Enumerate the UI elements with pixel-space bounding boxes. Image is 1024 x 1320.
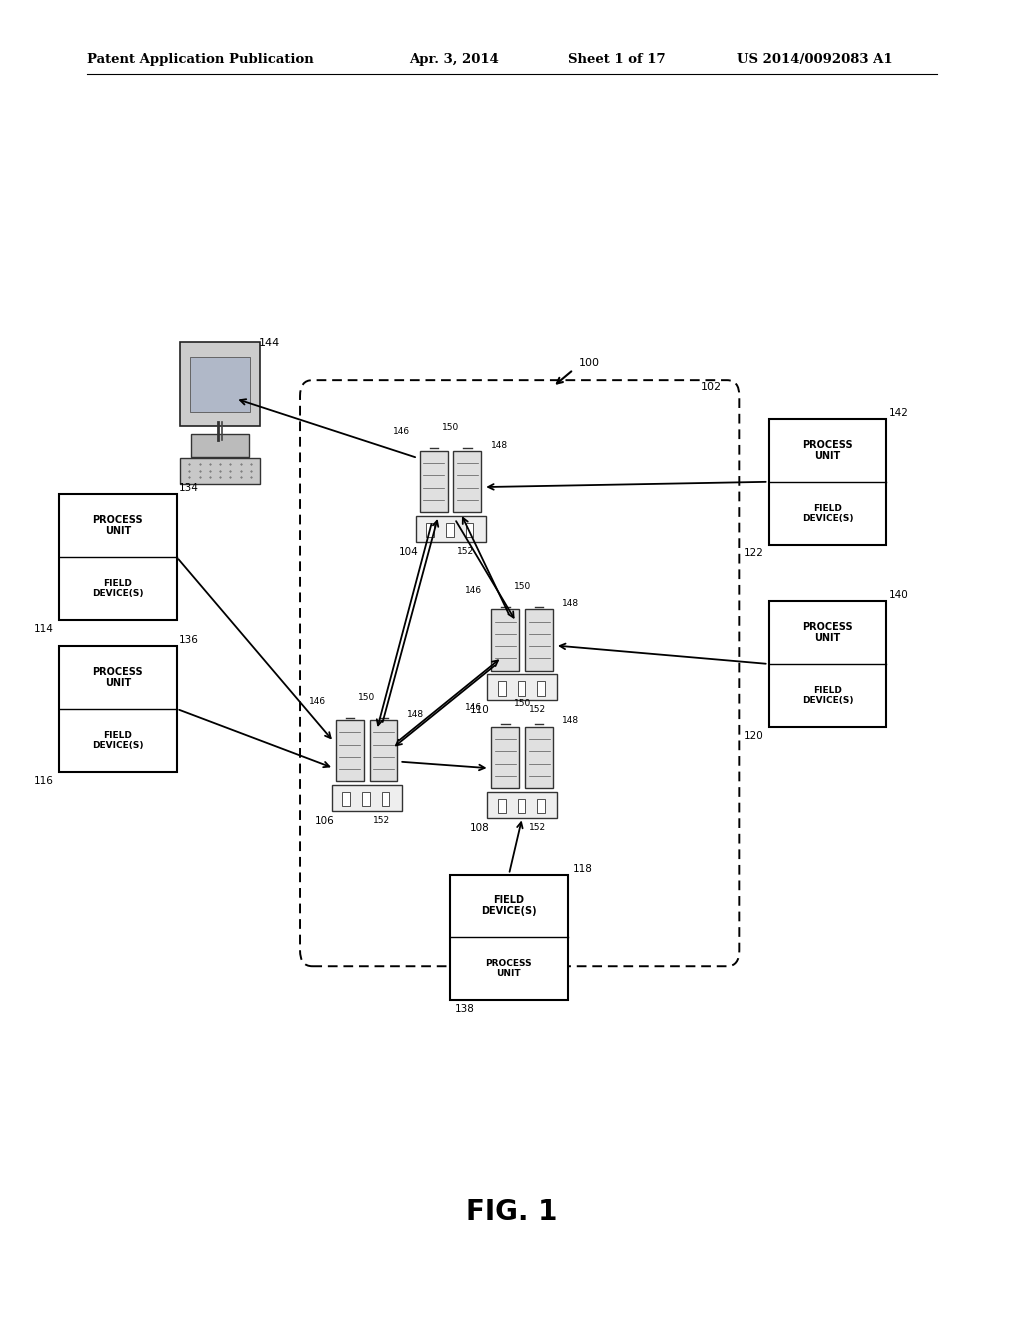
Text: FIELD
DEVICE(S): FIELD DEVICE(S) — [802, 504, 853, 523]
Bar — [370, 721, 397, 781]
Text: 144: 144 — [259, 338, 281, 348]
Text: FIELD
DEVICE(S): FIELD DEVICE(S) — [481, 895, 537, 916]
Text: 116: 116 — [34, 776, 54, 785]
Text: 148: 148 — [407, 710, 424, 719]
Text: 146: 146 — [393, 428, 411, 437]
Bar — [59, 495, 177, 620]
FancyBboxPatch shape — [191, 434, 249, 457]
Text: FIELD
DEVICE(S): FIELD DEVICE(S) — [92, 579, 143, 598]
Text: 146: 146 — [309, 697, 327, 706]
Bar — [487, 675, 557, 700]
Bar — [382, 792, 389, 807]
Bar — [59, 645, 177, 771]
Text: 100: 100 — [579, 358, 600, 368]
Bar — [416, 516, 485, 541]
Text: 152: 152 — [528, 822, 546, 832]
FancyBboxPatch shape — [180, 458, 260, 484]
Text: 108: 108 — [470, 822, 489, 833]
Bar — [525, 727, 553, 788]
Text: FIG. 1: FIG. 1 — [466, 1197, 558, 1226]
Text: 148: 148 — [562, 717, 580, 726]
Text: 150: 150 — [514, 582, 530, 591]
Text: PROCESS
UNIT: PROCESS UNIT — [92, 667, 143, 688]
Bar — [336, 721, 364, 781]
Text: 148: 148 — [562, 599, 580, 609]
Bar — [525, 610, 553, 671]
Text: 152: 152 — [373, 816, 390, 825]
FancyBboxPatch shape — [180, 342, 260, 426]
Bar — [466, 523, 473, 537]
Text: FIELD
DEVICE(S): FIELD DEVICE(S) — [802, 686, 853, 705]
Bar — [538, 799, 545, 813]
Bar — [487, 792, 557, 817]
Text: 134: 134 — [179, 483, 199, 494]
Text: 150: 150 — [358, 693, 375, 702]
Text: Patent Application Publication: Patent Application Publication — [87, 53, 313, 66]
Text: 118: 118 — [572, 863, 592, 874]
Bar — [189, 356, 251, 412]
Text: US 2014/0092083 A1: US 2014/0092083 A1 — [737, 53, 893, 66]
Text: 140: 140 — [889, 590, 908, 601]
Text: 120: 120 — [743, 731, 764, 741]
Text: 138: 138 — [455, 1003, 475, 1014]
Bar — [446, 523, 454, 537]
Bar — [538, 681, 545, 696]
Text: 148: 148 — [490, 441, 508, 450]
Bar — [451, 874, 567, 1001]
Text: 122: 122 — [743, 549, 764, 558]
Bar — [498, 799, 506, 813]
Text: Apr. 3, 2014: Apr. 3, 2014 — [410, 53, 500, 66]
Text: 136: 136 — [179, 635, 199, 645]
Bar — [768, 602, 887, 726]
Text: 106: 106 — [314, 816, 334, 826]
Text: PROCESS
UNIT: PROCESS UNIT — [802, 440, 853, 461]
Bar — [492, 727, 519, 788]
Text: 152: 152 — [528, 705, 546, 714]
Text: 146: 146 — [465, 704, 482, 713]
Bar — [426, 523, 434, 537]
Bar — [454, 451, 481, 512]
Text: 110: 110 — [470, 705, 489, 715]
Bar — [518, 681, 525, 696]
Text: PROCESS
UNIT: PROCESS UNIT — [802, 622, 853, 643]
Bar — [420, 451, 447, 512]
Text: FIELD
DEVICE(S): FIELD DEVICE(S) — [92, 731, 143, 750]
Text: PROCESS
UNIT: PROCESS UNIT — [485, 960, 532, 978]
Text: 152: 152 — [457, 546, 474, 556]
Text: 150: 150 — [442, 424, 459, 433]
Bar — [492, 610, 519, 671]
Text: Sheet 1 of 17: Sheet 1 of 17 — [568, 53, 666, 66]
Text: 146: 146 — [465, 586, 482, 595]
Text: 150: 150 — [514, 700, 530, 709]
Bar — [342, 792, 350, 807]
Bar — [362, 792, 370, 807]
Text: 114: 114 — [34, 624, 54, 634]
Text: 102: 102 — [700, 381, 722, 392]
Text: PROCESS
UNIT: PROCESS UNIT — [92, 515, 143, 536]
Text: 104: 104 — [398, 546, 418, 557]
Bar — [518, 799, 525, 813]
Bar — [498, 681, 506, 696]
Text: 142: 142 — [889, 408, 908, 418]
Bar — [768, 420, 887, 544]
Bar — [332, 785, 401, 810]
